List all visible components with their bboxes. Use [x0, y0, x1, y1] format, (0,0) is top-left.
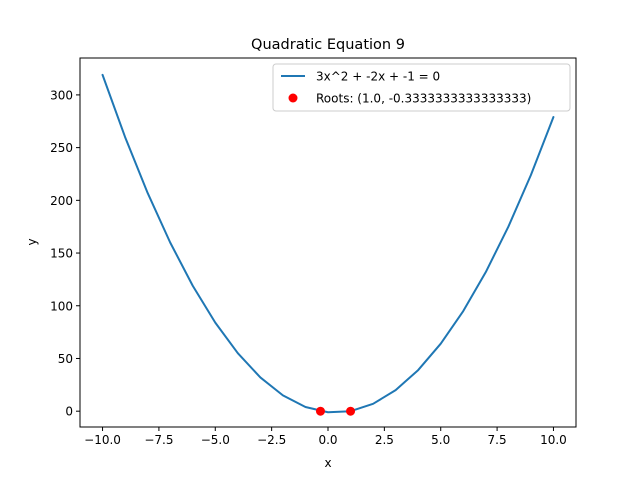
root-point	[315, 406, 325, 416]
x-tick-label: 2.5	[375, 433, 394, 447]
y-tick-label: 50	[58, 352, 73, 366]
x-tick-label: −5.0	[201, 433, 230, 447]
chart-title: Quadratic Equation 9	[251, 37, 405, 53]
legend-marker-swatch	[288, 93, 298, 103]
y-axis-label: y	[25, 238, 39, 245]
y-tick-label: 0	[65, 405, 73, 419]
legend-box	[272, 63, 571, 112]
y-tick-label: 150	[50, 247, 73, 261]
legend: 3x^2 + -2x + -1 = 0 Roots: (1.0, -0.33333…	[272, 63, 571, 112]
legend-entry-label: Roots: (1.0, -0.3333333333333333)	[316, 92, 531, 106]
x-tick-label: 10.0	[540, 433, 567, 447]
y-axis: 0 50 100 150 200 250 300	[50, 88, 80, 419]
legend-entry-label: 3x^2 + -2x + -1 = 0	[316, 70, 440, 84]
x-tick-label: 0.0	[318, 433, 337, 447]
y-tick-label: 200	[50, 194, 73, 208]
y-tick-label: 100	[50, 299, 73, 313]
series-line	[101, 73, 555, 414]
x-tick-label: 7.5	[488, 433, 507, 447]
x-axis-label: x	[324, 456, 331, 470]
y-tick-label: 300	[50, 88, 73, 102]
x-tick-label: −7.5	[144, 433, 173, 447]
x-tick-label: −2.5	[257, 433, 286, 447]
x-axis: −10.0 −7.5 −5.0 −2.5 0.0 2.5 5.0 7.5 10.0	[84, 427, 567, 447]
x-tick-label: −10.0	[84, 433, 121, 447]
root-point	[346, 406, 356, 416]
plot-area	[79, 57, 577, 428]
y-tick-label: 250	[50, 141, 73, 155]
x-tick-label: 5.0	[431, 433, 450, 447]
